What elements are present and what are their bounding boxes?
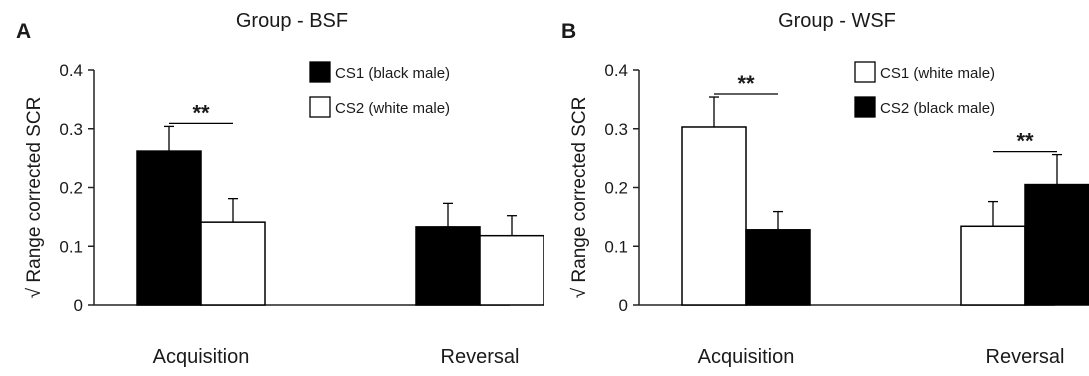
category-label: Reversal xyxy=(441,346,520,368)
y-tick-label: 0.3 xyxy=(604,120,628,139)
y-tick-label: 0.1 xyxy=(604,237,628,256)
significance-marker: ** xyxy=(737,71,755,96)
legend-label: CS1 (black male) xyxy=(335,65,450,82)
y-tick-label: 0 xyxy=(74,296,83,315)
legend-label: CS1 (white male) xyxy=(880,65,995,82)
y-tick-label: 0.1 xyxy=(59,237,83,256)
bar-a-s1-reversal xyxy=(415,226,481,306)
category-label: Acquisition xyxy=(698,346,795,368)
chart-panel-b: B Group - WSF √ Range corrected SCR 0 0.1 0.2… xyxy=(545,0,1089,376)
panel-letter: A xyxy=(16,20,31,43)
category-label: Reversal xyxy=(986,346,1065,368)
y-axis-label: √ Range corrected SCR xyxy=(569,97,590,299)
chart-svg-b: B Group - WSF √ Range corrected SCR 0 0.1 0.2… xyxy=(561,10,1089,368)
bar-b-s2-reversal xyxy=(1024,183,1089,306)
chart-title: Group - BSF xyxy=(236,10,348,32)
legend-swatch xyxy=(309,61,331,83)
y-tick-label: 0.4 xyxy=(59,61,83,80)
y-tick-label: 0.2 xyxy=(59,179,83,198)
chart-panel-a: A Group - BSF √ Range corrected SCR 0 0.1 0.2… xyxy=(0,0,544,376)
y-tick-label: 0.3 xyxy=(59,120,83,139)
panel-letter: B xyxy=(561,20,576,43)
legend-label: CS2 (black male) xyxy=(880,100,995,117)
bar-b-s1-acquisition xyxy=(681,126,747,306)
legend-swatch xyxy=(854,96,876,118)
y-axis-label: √ Range corrected SCR xyxy=(24,97,45,299)
legend-swatch xyxy=(854,61,876,83)
bar-a-s2-reversal xyxy=(479,234,544,306)
significance-marker: ** xyxy=(1016,129,1034,154)
significance-marker: ** xyxy=(192,100,210,125)
legend-label: CS2 (white male) xyxy=(335,100,450,117)
y-tick-label: 0.2 xyxy=(604,179,628,198)
y-tick-label: 0 xyxy=(619,296,628,315)
chart-svg-a: A Group - BSF √ Range corrected SCR 0 0.1 0.2… xyxy=(16,10,544,368)
bar-a-s1-acquisition xyxy=(136,150,202,306)
category-label: Acquisition xyxy=(153,346,250,368)
bar-a-s2-acquisition xyxy=(200,221,266,306)
bar-b-s2-acquisition xyxy=(745,229,811,306)
y-tick-label: 0.4 xyxy=(604,61,628,80)
legend-swatch xyxy=(309,96,331,118)
chart-title: Group - WSF xyxy=(778,10,896,32)
bar-b-s1-reversal xyxy=(960,225,1026,306)
